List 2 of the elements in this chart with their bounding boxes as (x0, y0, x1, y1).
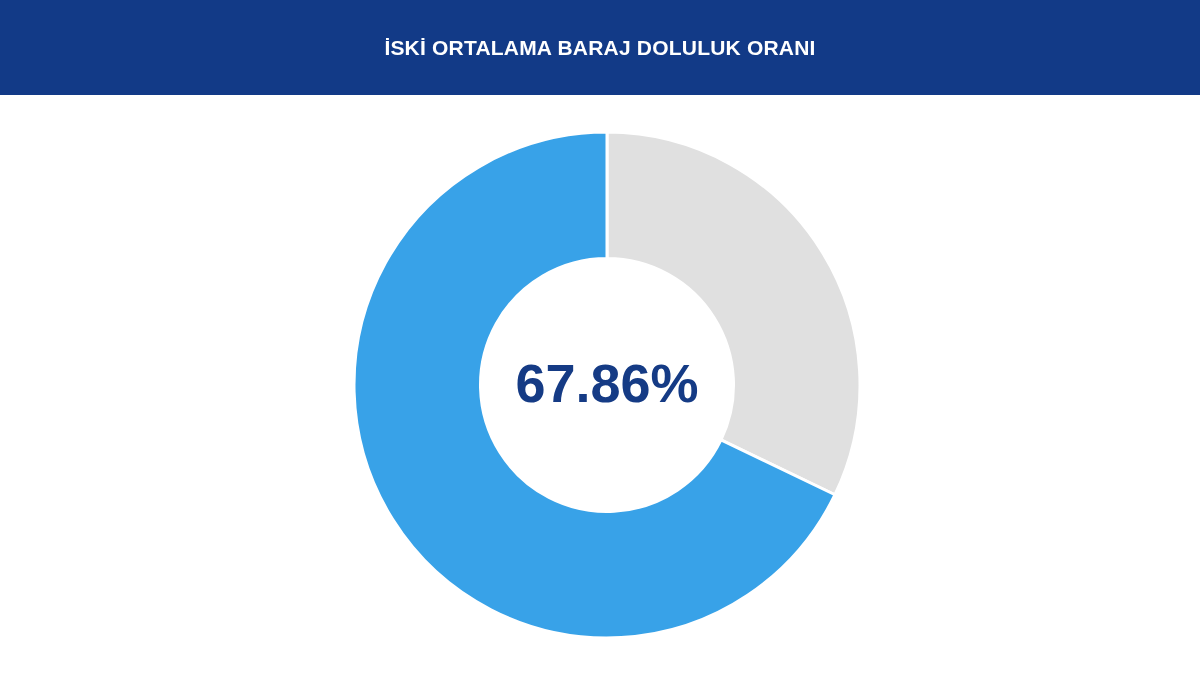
chart-title: İSKİ ORTALAMA BARAJ DOLULUK ORANI (384, 35, 816, 60)
data-label: 67.86% (515, 352, 699, 413)
